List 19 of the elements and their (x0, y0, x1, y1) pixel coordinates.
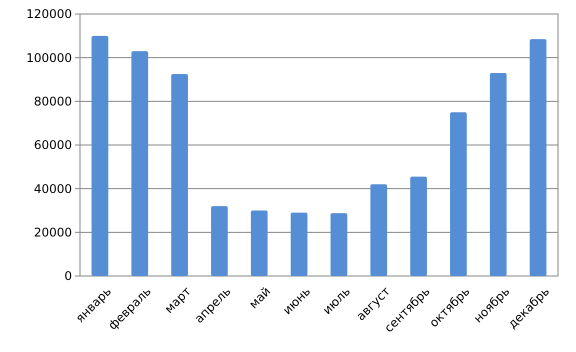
y-tick-label: 40000 (34, 182, 72, 196)
bar (211, 206, 228, 276)
bar (92, 36, 108, 276)
y-tick-label: 60000 (34, 138, 72, 152)
bar (370, 184, 388, 276)
bar (330, 213, 348, 276)
bar (171, 74, 188, 276)
y-tick-label: 100000 (26, 50, 72, 65)
y-tick-label: 80000 (34, 94, 72, 109)
bar (250, 210, 268, 276)
bar (450, 112, 467, 276)
y-tick-label: 0 (64, 269, 72, 284)
bar (410, 176, 427, 276)
bar (290, 212, 308, 276)
y-tick-label: 120000 (26, 7, 72, 22)
bar (490, 72, 507, 276)
y-tick-label: 20000 (34, 226, 72, 240)
bar (131, 51, 148, 276)
bar (530, 39, 546, 276)
